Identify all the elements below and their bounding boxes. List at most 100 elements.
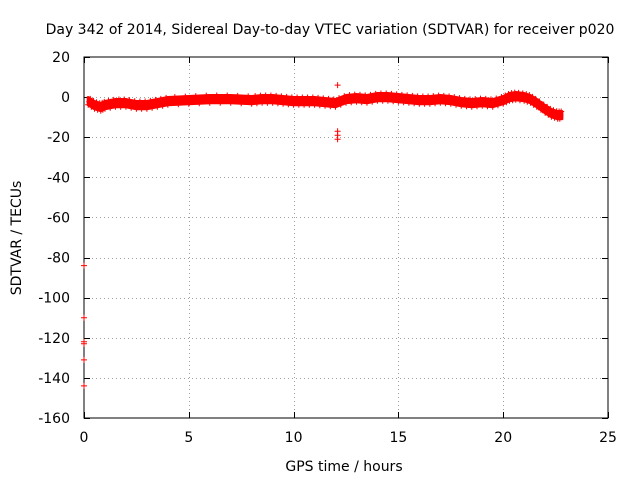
y-tick-label: -80 xyxy=(47,251,70,267)
data-point xyxy=(546,108,553,115)
data-point xyxy=(157,95,164,102)
data-point xyxy=(311,101,318,108)
data-point xyxy=(381,94,388,101)
data-point xyxy=(468,103,475,110)
plot-frame xyxy=(83,56,609,419)
data-point xyxy=(530,101,537,108)
data-point xyxy=(86,98,93,105)
data-point xyxy=(487,96,494,103)
data-point xyxy=(514,93,521,100)
x-tick-label: 5 xyxy=(184,430,193,446)
data-point xyxy=(196,100,203,107)
data-point-outlier xyxy=(334,82,341,89)
data-point xyxy=(365,95,372,102)
data-point xyxy=(548,113,555,120)
data-point xyxy=(110,96,117,103)
data-point xyxy=(227,99,234,106)
data-point xyxy=(411,100,418,107)
data-point xyxy=(241,96,248,103)
data-point xyxy=(460,99,467,106)
data-point xyxy=(159,102,166,109)
data-point xyxy=(259,99,266,106)
data-point-outlier xyxy=(81,340,87,347)
x-tick-label: 20 xyxy=(494,430,512,446)
data-point xyxy=(273,92,280,99)
data-point xyxy=(480,99,487,106)
data-point xyxy=(367,91,374,98)
data-point xyxy=(217,99,224,106)
data-point xyxy=(147,97,154,104)
data-point xyxy=(527,99,534,106)
data-point xyxy=(89,100,96,107)
data-point xyxy=(419,93,426,100)
data-point xyxy=(477,95,484,102)
data-point xyxy=(428,96,435,103)
data-point xyxy=(171,94,178,101)
data-point xyxy=(430,93,437,100)
data-point xyxy=(453,101,460,108)
data-point xyxy=(92,102,99,109)
y-tick-label: -40 xyxy=(47,170,70,186)
data-point xyxy=(327,103,334,110)
data-point xyxy=(252,93,259,100)
data-point xyxy=(341,93,348,100)
data-point xyxy=(525,95,532,102)
data-point xyxy=(395,98,402,105)
data-point xyxy=(491,99,498,106)
data-point xyxy=(323,99,330,106)
data-point xyxy=(521,97,528,104)
y-tick-label: -160 xyxy=(38,411,70,427)
data-point xyxy=(544,103,551,110)
data-point xyxy=(363,99,370,106)
chart-title: Day 342 of 2014, Sidereal Day-to-day VTE… xyxy=(46,22,615,38)
data-point xyxy=(257,92,264,99)
data-point xyxy=(402,95,409,102)
data-point xyxy=(456,95,463,102)
data-point xyxy=(346,92,353,99)
data-point xyxy=(93,99,100,106)
data-point xyxy=(260,96,267,103)
data-point xyxy=(535,101,542,108)
data-point xyxy=(489,103,496,110)
data-point xyxy=(192,93,199,100)
data-point xyxy=(297,98,304,105)
data-point xyxy=(383,90,390,97)
data-point xyxy=(447,100,454,107)
data-point xyxy=(85,101,92,108)
data-point xyxy=(557,112,564,119)
data-point xyxy=(522,94,529,101)
data-point xyxy=(128,104,135,111)
data-point xyxy=(369,98,376,105)
data-point xyxy=(377,90,384,97)
data-point xyxy=(526,92,533,99)
data-point xyxy=(231,96,238,103)
data-point xyxy=(512,96,519,103)
data-point xyxy=(337,101,344,108)
data-point xyxy=(446,93,453,100)
data-point xyxy=(213,92,220,99)
axis-ticks: 0 5 10 15 20 25 -160 -140 -120 -100 -80 -60 -40 -20 0 2… xyxy=(38,50,617,446)
x-tick-label: 0 xyxy=(80,430,89,446)
data-point xyxy=(374,97,381,104)
data-point xyxy=(320,95,327,102)
data-point xyxy=(135,102,142,109)
data-series-sdtvar xyxy=(81,82,565,389)
data-point xyxy=(145,101,152,108)
data-point xyxy=(343,99,349,106)
data-point xyxy=(318,98,325,105)
x-axis-label: GPS time / hours xyxy=(285,459,402,475)
data-point xyxy=(112,103,119,110)
x-tick-label: 15 xyxy=(389,430,407,446)
data-point xyxy=(129,101,136,108)
data-point-outlier xyxy=(81,314,87,321)
data-point xyxy=(421,100,428,107)
data-point xyxy=(507,93,514,100)
data-point xyxy=(178,97,185,104)
data-point xyxy=(391,94,398,101)
data-point xyxy=(542,109,549,116)
data-point xyxy=(475,99,482,106)
data-point xyxy=(302,98,309,105)
data-point xyxy=(306,101,313,108)
data-point xyxy=(156,99,163,106)
data-point xyxy=(551,114,558,121)
